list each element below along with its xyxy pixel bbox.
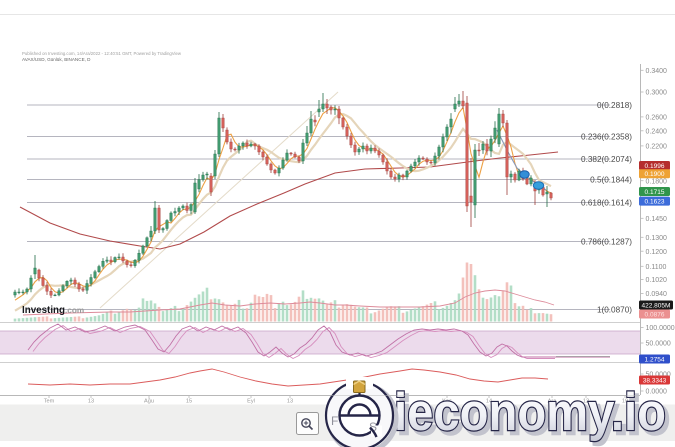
svg-text:0.236(0.2358): 0.236(0.2358) bbox=[581, 133, 632, 142]
svg-text:0.1450: 0.1450 bbox=[646, 216, 668, 223]
svg-text:Ağu: Ağu bbox=[144, 399, 154, 405]
svg-text:Published on Investing.com, 14: Published on Investing.com, 14/Ara/2022 … bbox=[22, 51, 182, 56]
svg-text:Eyl: Eyl bbox=[247, 399, 255, 405]
svg-text:S: S bbox=[369, 420, 377, 434]
svg-text:422.805M: 422.805M bbox=[642, 302, 671, 309]
svg-text:15: 15 bbox=[186, 399, 192, 405]
svg-text:50.0000: 50.0000 bbox=[646, 341, 671, 348]
svg-text:F: F bbox=[331, 414, 338, 428]
svg-text:0.0876: 0.0876 bbox=[645, 311, 665, 318]
svg-text:12: 12 bbox=[583, 399, 589, 405]
svg-text:0.1900: 0.1900 bbox=[645, 171, 665, 178]
svg-text:0.382(0.2074): 0.382(0.2074) bbox=[581, 155, 632, 164]
svg-text:0.2400: 0.2400 bbox=[646, 128, 668, 135]
svg-text:ieconomy.io: ieconomy.io bbox=[394, 383, 666, 442]
svg-text:14: 14 bbox=[486, 399, 492, 405]
svg-text:0.3000: 0.3000 bbox=[646, 90, 668, 97]
svg-text:0.2600: 0.2600 bbox=[646, 115, 668, 122]
svg-text:19: 19 bbox=[622, 399, 628, 405]
svg-text:ieconomy.io: ieconomy.io bbox=[398, 387, 670, 446]
svg-text:0.1200: 0.1200 bbox=[646, 249, 668, 256]
svg-text:0.0000: 0.0000 bbox=[646, 389, 668, 396]
svg-text:100.0000: 100.0000 bbox=[646, 325, 675, 332]
svg-text:0.1800: 0.1800 bbox=[646, 178, 668, 185]
svg-text:0.1623: 0.1623 bbox=[645, 199, 665, 206]
svg-text:1(0.0870): 1(0.0870) bbox=[597, 306, 632, 315]
svg-text:0.1996: 0.1996 bbox=[645, 163, 665, 170]
svg-text:50.0000: 50.0000 bbox=[646, 372, 671, 379]
svg-text:Investing.com: Investing.com bbox=[22, 305, 84, 316]
svg-text:0.1020: 0.1020 bbox=[646, 277, 668, 284]
svg-text:Kas: Kas bbox=[442, 399, 452, 405]
svg-text:0.2200: 0.2200 bbox=[646, 144, 668, 151]
svg-text:0.0940: 0.0940 bbox=[646, 291, 668, 298]
svg-text:0.5(0.1844): 0.5(0.1844) bbox=[590, 176, 632, 185]
svg-text:1.2754: 1.2754 bbox=[645, 356, 665, 363]
svg-text:0.1300: 0.1300 bbox=[646, 235, 668, 242]
svg-text:0.618(0.1614): 0.618(0.1614) bbox=[581, 199, 632, 208]
svg-text:0.1715: 0.1715 bbox=[645, 189, 665, 196]
svg-text:13: 13 bbox=[88, 399, 94, 405]
svg-text:Tem: Tem bbox=[44, 399, 55, 405]
svg-text:AVAX/USD, Günlük, BINANCE, D: AVAX/USD, Günlük, BINANCE, D bbox=[22, 57, 91, 62]
svg-text:0.1100: 0.1100 bbox=[646, 264, 667, 271]
svg-text:0.786(0.1287): 0.786(0.1287) bbox=[581, 238, 632, 247]
svg-text:Ara: Ara bbox=[548, 399, 558, 405]
svg-text:0.3400: 0.3400 bbox=[646, 68, 668, 75]
svg-text:0(0.2818): 0(0.2818) bbox=[597, 101, 632, 110]
svg-text:13: 13 bbox=[287, 399, 293, 405]
svg-text:38.3343: 38.3343 bbox=[643, 377, 667, 384]
